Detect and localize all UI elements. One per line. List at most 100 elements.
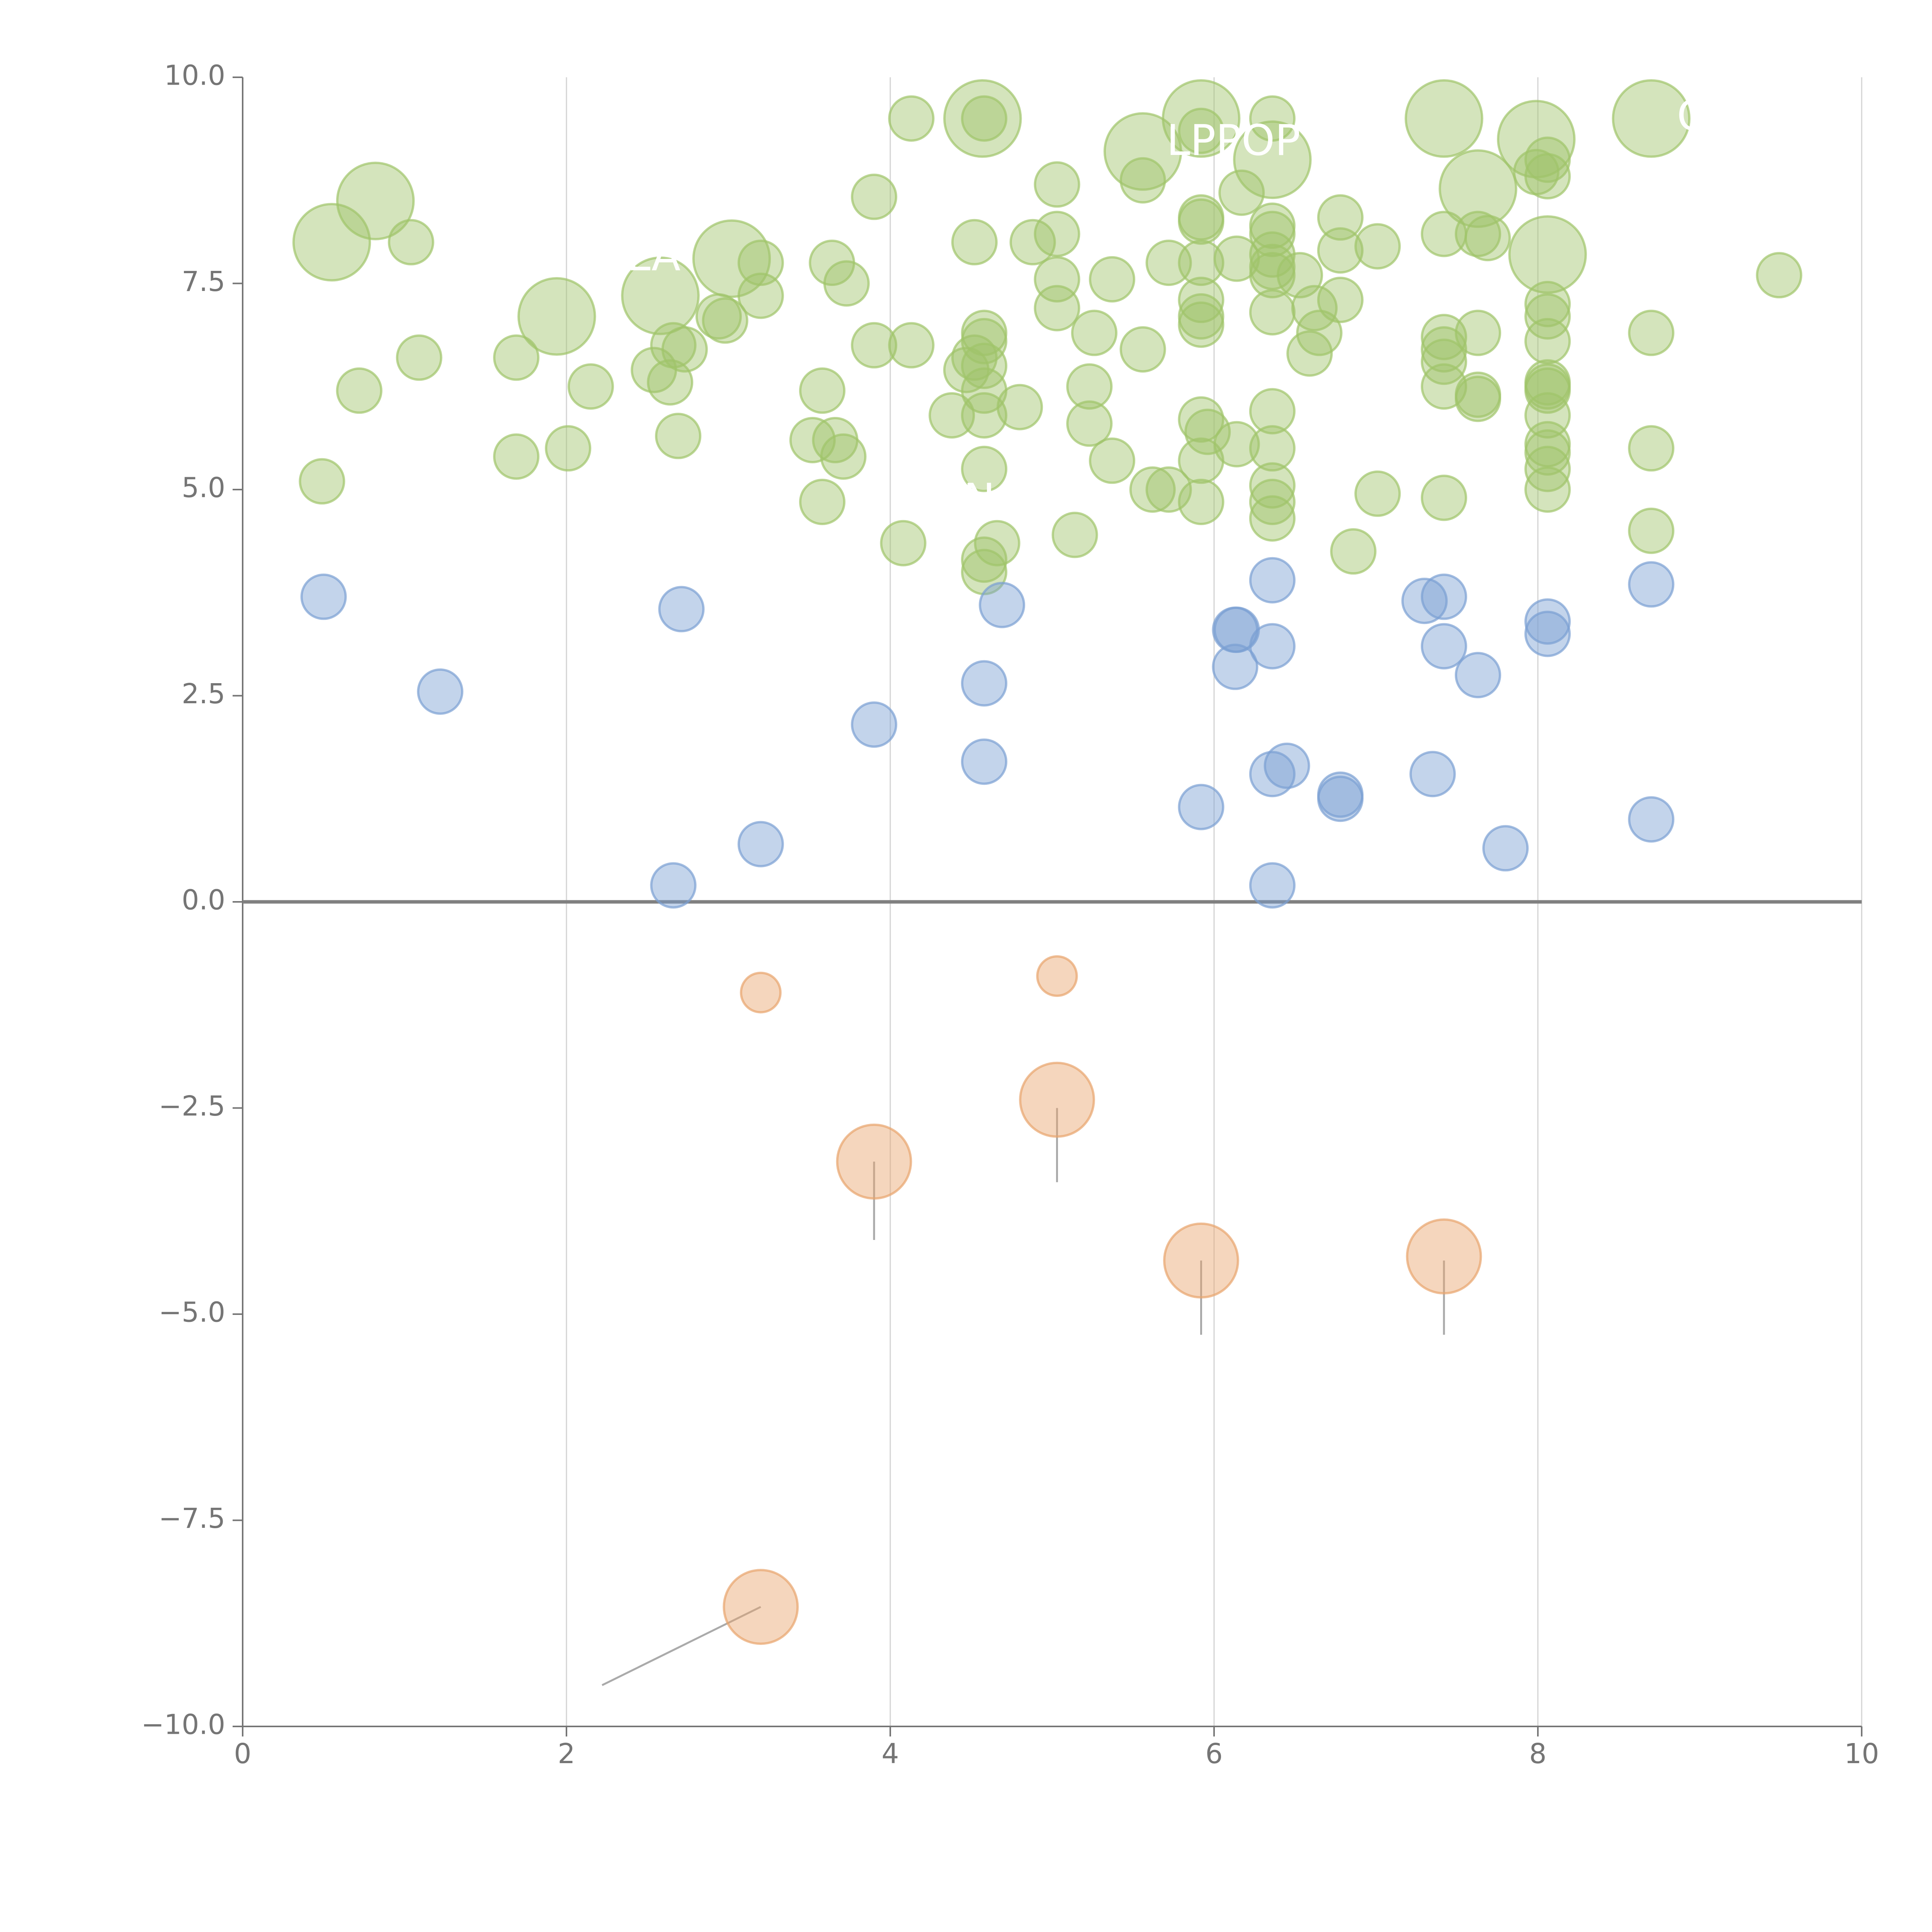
data-point-green xyxy=(692,219,771,298)
data-point-green xyxy=(737,240,784,286)
data-point-green xyxy=(737,272,784,319)
data-point-green xyxy=(655,413,702,459)
data-point-green xyxy=(951,219,998,265)
data-point-green xyxy=(1249,479,1296,526)
data-point-green xyxy=(493,334,540,381)
data-point-green xyxy=(1317,227,1364,274)
data-point-blue xyxy=(1264,742,1310,789)
data-point-green xyxy=(1524,318,1571,364)
point-label: N xyxy=(963,474,995,524)
data-point-green xyxy=(1497,100,1576,179)
data-point-green xyxy=(1066,363,1113,410)
data-point-blue xyxy=(851,701,898,748)
x-tick-label: 6 xyxy=(1205,1738,1223,1770)
data-point-green xyxy=(1249,495,1296,542)
data-point-green xyxy=(880,520,927,566)
x-tick-label: 2 xyxy=(558,1738,575,1770)
data-point-green xyxy=(1508,215,1587,294)
data-point-green xyxy=(1439,149,1517,228)
data-point-green xyxy=(961,342,1008,389)
y-tick-label: −2.5 xyxy=(159,1090,225,1122)
data-point-blue xyxy=(961,660,1008,707)
data-point-green xyxy=(820,433,867,480)
data-point-green xyxy=(851,322,898,369)
data-point-green xyxy=(1628,507,1675,554)
data-point-blue xyxy=(1628,561,1675,608)
data-point-green xyxy=(1119,157,1166,204)
data-point-green xyxy=(702,297,748,344)
data-point-green xyxy=(823,260,870,307)
data-point-blue xyxy=(737,821,784,867)
data-point-green xyxy=(961,446,1008,492)
data-point-green xyxy=(1145,240,1192,286)
data-point-green xyxy=(799,479,846,526)
data-point-blue xyxy=(1409,751,1456,798)
y-tick-label: −7.5 xyxy=(159,1502,225,1534)
data-point-green xyxy=(388,219,434,265)
data-point-blue xyxy=(979,582,1026,628)
data-point-blue xyxy=(1401,578,1448,624)
data-point-green xyxy=(943,79,1022,158)
data-point-green xyxy=(1317,194,1364,241)
data-point-green xyxy=(1296,310,1343,356)
connector-line xyxy=(602,1606,761,1686)
data-point-blue xyxy=(1317,776,1364,822)
data-point-green xyxy=(545,425,592,472)
data-point-green xyxy=(1249,252,1296,299)
data-points xyxy=(292,79,1803,1645)
data-point-green xyxy=(493,433,540,480)
data-point-green xyxy=(1213,421,1260,468)
data-point-green xyxy=(1178,198,1225,245)
y-tick-label: −10.0 xyxy=(141,1709,225,1741)
data-point-green xyxy=(661,326,708,373)
data-point-green xyxy=(1034,211,1080,257)
data-point-green xyxy=(1612,79,1691,158)
data-point-blue xyxy=(1249,557,1296,604)
data-point-green xyxy=(1119,326,1166,373)
data-point-green xyxy=(961,318,1008,364)
data-point-blue xyxy=(1212,643,1259,690)
data-point-green xyxy=(1317,277,1364,323)
data-point-green xyxy=(961,95,1008,142)
connector-lines xyxy=(602,1108,1445,1686)
x-tick-label: 10 xyxy=(1844,1738,1879,1770)
data-point-green xyxy=(1464,215,1511,262)
data-point-green xyxy=(1524,429,1571,476)
data-point-orange xyxy=(1036,955,1078,997)
data-point-green xyxy=(1162,79,1241,158)
data-point-green xyxy=(1454,310,1501,356)
data-point-orange xyxy=(1406,1218,1482,1294)
data-point-green xyxy=(1330,528,1377,575)
data-point-blue xyxy=(1249,751,1296,798)
data-point-green xyxy=(1524,293,1571,340)
data-point-green xyxy=(1249,425,1296,472)
data-point-green xyxy=(888,95,935,142)
data-point-green xyxy=(1524,446,1571,492)
data-point-blue xyxy=(1249,623,1296,670)
data-point-blue xyxy=(417,668,464,715)
data-point-green xyxy=(567,363,614,410)
data-point-green xyxy=(1233,120,1312,199)
data-point-green xyxy=(1354,470,1401,517)
data-point-green xyxy=(1178,240,1225,286)
data-point-green xyxy=(1420,314,1467,361)
point-label: C xyxy=(1677,91,1707,140)
data-point-green xyxy=(1129,466,1176,513)
data-point-blue xyxy=(1628,796,1675,843)
y-tick-label: 10.0 xyxy=(164,60,225,92)
data-point-green xyxy=(1184,408,1231,455)
data-point-green xyxy=(1066,400,1113,447)
data-point-blue xyxy=(658,586,705,633)
data-point-blue xyxy=(1249,862,1296,909)
data-point-blue xyxy=(1420,623,1467,670)
data-point-orange xyxy=(1019,1061,1095,1138)
y-tick-label: 7.5 xyxy=(182,265,225,298)
data-point-green xyxy=(1249,211,1296,257)
point-labels: LPPOP ILA N C xyxy=(614,91,1707,524)
data-point-green xyxy=(851,173,898,220)
data-point-green xyxy=(621,256,700,335)
data-point-green xyxy=(1524,466,1571,513)
data-point-green xyxy=(1420,338,1467,385)
